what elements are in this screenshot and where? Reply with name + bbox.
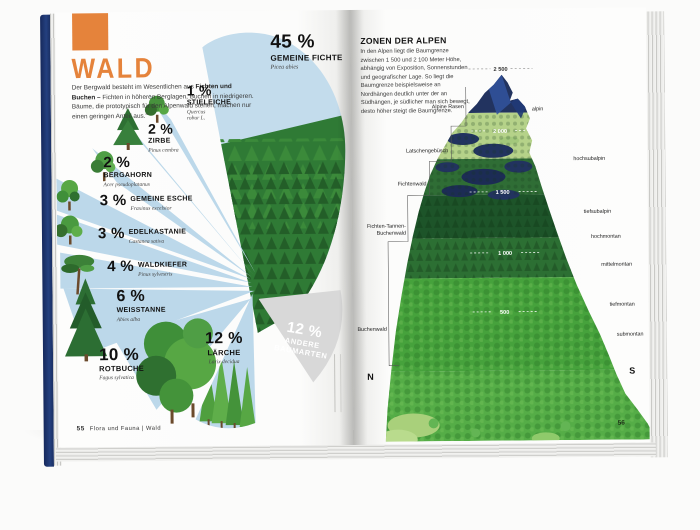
chapter-color-square: [72, 13, 109, 51]
altitude-zone-submontan: submontan: [616, 331, 644, 338]
oak-tree-illustration: [144, 95, 169, 123]
slice-latin: Acer pseudoplatanus: [103, 181, 150, 188]
slice-latin: Quercus robur L.: [186, 108, 206, 122]
slice-percent: 3 %: [97, 225, 125, 243]
elevation-label-2500: 2 500: [494, 67, 508, 73]
altitude-zone-tiefmontan: tiefmontan: [609, 301, 635, 308]
slice-name: Rotbuche: [99, 363, 145, 374]
diagram-title: ZONEN DER ALPEN: [360, 35, 447, 46]
bergahorn-tree-illustration: [90, 151, 116, 182]
slice-name: Waldkiefer: [137, 261, 188, 269]
altitude-zone-alpin: alpin: [531, 106, 544, 113]
slice-percent: 2 %: [147, 120, 174, 137]
larch-trees-illustration: [199, 355, 256, 429]
slice-latin: Pinus cembra: [148, 147, 179, 154]
zirbe-tree-illustration: [113, 107, 144, 150]
weisstanne-tree-illustration: [65, 278, 108, 362]
pie-rays: [56, 93, 256, 429]
waldkiefer-tree-illustration: [61, 254, 95, 295]
book: WALD Der Bergwald besteht im Wesentliche…: [40, 5, 670, 468]
page-number: 55: [76, 425, 85, 433]
edelkastanie-tree-illustration: [55, 215, 83, 245]
slice-label-stieleiche: 1 % Stieleiche Quercus robur L.: [186, 82, 247, 122]
slice-label-gemeine-esche: 3 % Gemeine Esche Fraxinus excelsior: [100, 192, 193, 212]
slice-label-rotbuche: 10 % Rotbuche Fagus sylvatica: [98, 344, 161, 382]
slice-latin: Fagus sylvatica: [99, 375, 134, 382]
page-footer-left: 55 Flora und Fauna | Wald: [76, 425, 162, 433]
elevation-label-500: 500: [500, 310, 509, 316]
slice-name: Edelkastanie: [128, 228, 187, 236]
slice-name: Zirbe: [148, 137, 171, 145]
compass-north-label: N: [367, 371, 374, 382]
slice-latin: Larix decidua: [208, 359, 240, 366]
altitude-zone-tiefsubalpin: tiefsubalpin: [583, 208, 612, 216]
slice-percent: 1 %: [186, 82, 212, 99]
slice-label-edelkastanie: 3 % Edelkastanie Castanea sativa: [98, 225, 186, 245]
altitude-zone-mittelmontan: mittelmontan: [601, 261, 633, 268]
slice-name: Lärche: [207, 348, 241, 358]
zone-label-buchenwald: Buchenwald: [357, 326, 387, 333]
slice-label-waldkiefer: 4 % Waldkiefer Pinus sylvestris: [107, 258, 187, 278]
alpine-zones-mountain-diagram: 2 500 2 000 1 500 1 000 500: [382, 67, 650, 442]
section-title: Flora und Fauna | Wald: [89, 425, 162, 433]
slice-percent: 6 %: [116, 287, 146, 306]
compass-south-label: S: [629, 365, 636, 376]
slice-label-zirbe: 2 % Zirbe Pinus cembra: [148, 121, 208, 154]
zone-label-alpine-rasen: Alpine Rasen: [431, 104, 464, 111]
page-left: WALD Der Bergwald besteht im Wesentliche…: [55, 10, 354, 448]
page-title: WALD: [71, 52, 156, 85]
zone-bracket-lines: [387, 87, 467, 366]
intro-pre: Der Bergwald besteht im Wesentlichen aus: [71, 83, 196, 92]
elevation-label-1000: 1 000: [498, 251, 512, 257]
slice-percent: 45 %: [270, 31, 315, 53]
source-credit-vertical-text: [334, 354, 342, 413]
slice-label-bergahorn: 2 % Bergahorn Acer pseudoplatanus: [103, 153, 175, 189]
zone-label-latschengebuesch: Latschengebüsch: [405, 148, 449, 155]
slice-percent: 12 %: [204, 329, 243, 348]
slice-name: Bergahorn: [103, 171, 153, 180]
slice-percent: 10 %: [98, 344, 140, 365]
slice-label-gemeine-fichte: 45 % Gemeine Fichte Picea abies: [270, 31, 346, 72]
elevation-scale: 2 500 2 000 1 500 1 000 500: [468, 67, 541, 316]
zone-label-fichtenwald: Fichtenwald: [397, 181, 427, 188]
slice-name: Weisstanne: [116, 306, 166, 315]
altitude-zone-hochmontan: hochmontan: [590, 233, 621, 240]
zone-label-fichten-tannen-buchenwald: Fichten-Tannen-Buchenwald: [366, 223, 406, 237]
pie-wedge-andere-baumarten: [258, 290, 343, 383]
elevation-label-2000: 2 000: [493, 129, 507, 135]
rotbuche-trees-illustration: [136, 318, 217, 424]
slice-percent: 2 %: [103, 153, 131, 172]
page-right: 2 500 2 000 1 500 1 000 500 ZONEN DER AL…: [350, 7, 650, 446]
slice-latin: Pinus sylvestris: [138, 271, 173, 278]
slice-latin: Picea abies: [270, 64, 299, 71]
slice-label-laerche: 12 % Lärche Larix decidua: [195, 329, 253, 366]
slice-name: Gemeine Fichte: [270, 53, 343, 63]
slice-name: Stieleiche: [186, 99, 232, 107]
elevation-label-1500: 1 500: [496, 190, 510, 196]
slice-percent: 3 %: [99, 191, 127, 210]
slice-latin: Fraxinus excelsior: [130, 205, 172, 212]
page-number: 56: [617, 419, 625, 427]
slice-name: Gemeine Esche: [130, 195, 193, 203]
slice-percent: 4 %: [107, 257, 135, 276]
slice-label-weisstanne: 6 % Weisstanne Abies alba: [116, 287, 174, 324]
altitude-zone-hochsubalpin: hochsubalpin: [573, 155, 606, 163]
slice-latin: Abies alba: [116, 316, 141, 323]
slice-latin: Castanea sativa: [128, 238, 165, 245]
tree-species-pie-chart: [55, 32, 347, 429]
esche-tree-illustration: [56, 179, 80, 211]
